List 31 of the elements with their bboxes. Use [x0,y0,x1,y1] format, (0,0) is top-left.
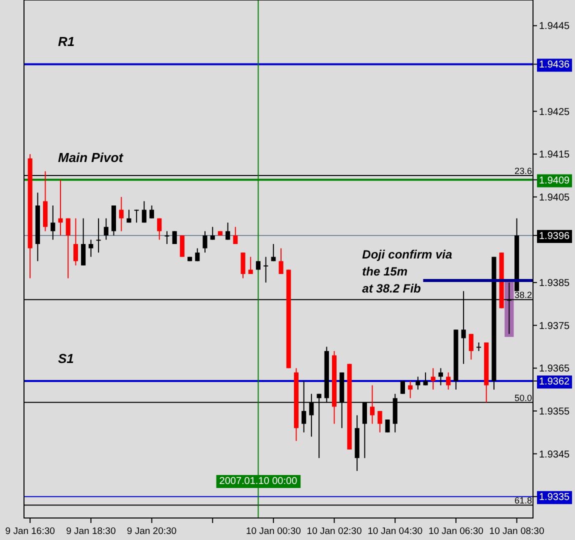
y-tick-label: 1.9436 [539,60,570,71]
y-tick-label: 1.9335 [539,492,570,504]
x-tick-label: 10 Jan 04:30 [368,526,423,537]
y-tick-label: 1.9409 [539,175,570,186]
x-tick-label: 9 Jan 16:30 [5,526,55,537]
y-tick-label: 1.9345 [539,449,570,460]
x-tick-label: 10 Jan 00:30 [246,526,301,537]
x-tick-label: 9 Jan 20:30 [126,526,177,537]
annotation: 61.8 [514,496,532,506]
y-tick-label: 1.9445 [539,21,570,32]
y-tick-label: 1.9415 [539,150,570,161]
x-tick-label: 10 Jan 02:30 [306,526,362,537]
annotation: 50.0 [514,392,532,403]
x-tick-label: 10 Jan 06:30 [428,526,484,537]
y-tick-label: 1.9425 [539,106,570,118]
y-tick-label: 1.9355 [539,406,570,418]
ref-line-label: 2007.01.10 00:00 [219,476,298,487]
y-tick-label: 1.9365 [539,364,570,375]
annotation: 23.6 [514,166,532,176]
x-tick-label: 9 Jan 18:30 [66,526,116,537]
ref-line-label: Main Pivot [58,150,124,165]
annotation: Doji confirm via the 15m at 38.2 Fib [362,248,453,296]
annotation: 38.2 [514,290,532,300]
y-tick-label: 1.9405 [539,192,570,204]
y-tick-label: 1.9385 [539,278,570,290]
y-tick-label: 1.9396 [539,230,570,242]
y-tick-label: 1.9362 [539,376,570,388]
y-tick-label: 1.9375 [539,320,570,332]
x-tick-label: 10 Jan 08:30 [489,526,544,537]
ref-line-label: S1 [58,351,74,366]
ref-line-label: R1 [58,34,75,50]
